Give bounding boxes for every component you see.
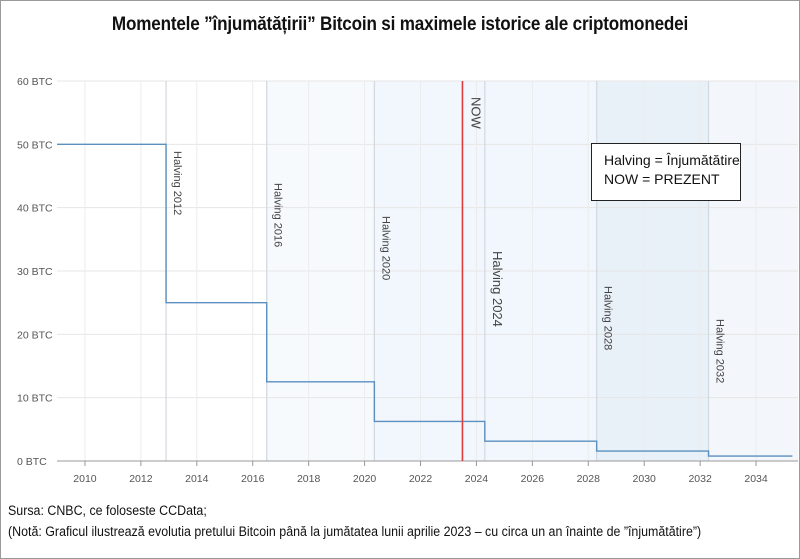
x-tick-label: 2012 <box>129 473 153 485</box>
halving-label: Halving 2028 <box>602 286 614 350</box>
note-line: (Notă: Graficul ilustrează evolutia pret… <box>8 524 702 539</box>
x-tick-label: 2028 <box>577 473 601 485</box>
halving-label: Halving 2024 <box>490 251 505 327</box>
y-tick-label: 10 BTC <box>17 393 53 405</box>
halving-label: Halving 2016 <box>272 183 284 247</box>
y-tick-label: 60 BTC <box>17 76 53 88</box>
y-tick-label: 50 BTC <box>17 139 53 151</box>
x-tick-label: 2032 <box>688 473 712 485</box>
x-tick-label: 2026 <box>521 473 545 485</box>
bitcoin-reward-series <box>57 143 793 457</box>
legend-line-halving: Halving = Înjumătătire <box>604 152 740 168</box>
y-tick-label: 30 BTC <box>17 266 53 278</box>
x-tick-label: 2014 <box>185 473 209 485</box>
halving-label: Halving 2020 <box>379 216 391 280</box>
y-tick-label: 40 BTC <box>17 203 53 215</box>
x-tick-label: 2010 <box>73 473 97 485</box>
x-tick-label: 2018 <box>297 473 321 485</box>
now-label: NOW <box>468 97 483 130</box>
y-tick-label: 0 BTC <box>17 456 47 468</box>
source-line: Sursa: CNBC, ce foloseste CCData; <box>8 503 207 518</box>
x-tick-label: 2016 <box>241 473 265 485</box>
source-note: Sursa: CNBC, ce foloseste CCData; (Notă:… <box>8 500 701 542</box>
x-tick-label: 2022 <box>409 473 433 485</box>
legend-line-now: NOW = PREZENT <box>604 171 720 187</box>
legend-box: Halving = Înjumătătire NOW = PREZENT <box>591 143 741 201</box>
x-tick-label: 2030 <box>633 473 657 485</box>
halving-label: Halving 2012 <box>171 151 183 215</box>
x-tick-label: 2024 <box>465 473 489 485</box>
y-tick-label: 20 BTC <box>17 329 53 341</box>
x-tick-label: 2034 <box>744 473 768 485</box>
chart-title: Momentele ”înjumătățirii” Bitcoin si max… <box>111 14 689 35</box>
halving-label: Halving 2032 <box>714 319 726 383</box>
x-tick-label: 2020 <box>353 473 377 485</box>
